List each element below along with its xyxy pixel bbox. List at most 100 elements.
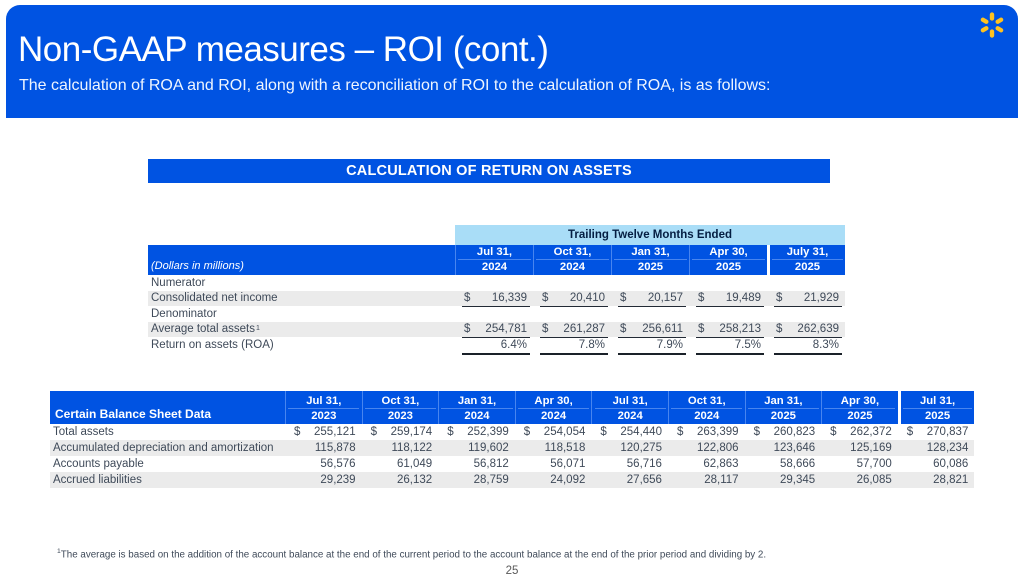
table-cell: 58,666 <box>745 456 822 472</box>
row-label: Numerator <box>151 276 206 289</box>
header-band: Non-GAAP measures – ROI (cont.) The calc… <box>6 5 1018 118</box>
currency-symbol: $ <box>294 426 301 438</box>
column-header: Jan 31, 2025 <box>611 245 689 275</box>
table-cell: $262,372 <box>821 424 898 440</box>
cell-value: 6.4% <box>500 338 527 351</box>
column-header-line1: Jan 31, <box>747 395 819 409</box>
cell-value: 61,049 <box>397 458 433 470</box>
ttm-group-header: Trailing Twelve Months Ended <box>455 225 845 245</box>
cell-value: 62,863 <box>703 458 739 470</box>
table-cell: 6.4% <box>455 337 533 355</box>
footnote-superscript: 1 <box>57 548 61 555</box>
table-cell: 29,239 <box>285 472 362 488</box>
cell-value: 255,121 <box>314 426 356 438</box>
table-cell: $270,837 <box>898 424 975 440</box>
table-cell: 119,602 <box>438 440 515 456</box>
currency-symbol: $ <box>523 426 531 438</box>
column-header-line1: Apr 30, <box>692 246 765 260</box>
table-cell: $252,399 <box>438 424 515 440</box>
table-cell: 118,518 <box>514 440 592 456</box>
cell-value: 29,345 <box>779 474 816 486</box>
table-cell: $254,054 <box>515 424 592 440</box>
column-header-line1: Jul 31, <box>594 395 666 409</box>
row-label: Denominator <box>151 307 217 320</box>
table-cell: $20,410 <box>533 290 611 307</box>
currency-symbol: $ <box>370 426 377 438</box>
table-cell: 56,716 <box>591 456 668 472</box>
column-header-line2: 2024 <box>464 410 490 422</box>
row-label: Accounts payable <box>53 458 144 470</box>
cell-value: 118,122 <box>391 442 433 454</box>
table-cell: $261,287 <box>533 321 611 338</box>
cell-value: 21,929 <box>803 292 839 305</box>
table-cell: 125,169 <box>821 440 898 456</box>
currency-symbol: $ <box>464 292 471 305</box>
cell-value: 20,157 <box>647 292 683 305</box>
column-header-line2: 2025 <box>770 410 796 422</box>
page-number: 25 <box>505 565 519 577</box>
cell-value: 26,132 <box>397 474 433 486</box>
table-cell: 61,049 <box>362 456 439 472</box>
cell-value: 118,518 <box>544 442 586 454</box>
table-cell: $258,213 <box>689 321 767 338</box>
table-cell <box>611 306 689 322</box>
currency-symbol: $ <box>776 292 783 305</box>
table-cell: 27,656 <box>591 472 668 488</box>
table-cell: 29,345 <box>744 472 822 488</box>
table-cell: $262,639 <box>767 321 845 338</box>
currency-symbol: $ <box>600 426 607 438</box>
currency-symbol: $ <box>447 426 454 438</box>
column-header-line1: Apr 30, <box>824 395 896 409</box>
table-cell <box>533 275 611 291</box>
column-header-line2: 2025 <box>715 261 742 273</box>
currency-symbol: $ <box>676 426 684 438</box>
currency-symbol: $ <box>620 292 627 305</box>
cell-value: 125,169 <box>850 442 892 454</box>
column-header-line1: Jul 31, <box>288 395 360 409</box>
table-cell: 7.9% <box>611 337 689 355</box>
table-cell: 56,812 <box>438 456 515 472</box>
column-header-line1: Jan 31, <box>614 246 687 260</box>
cell-value: 28,117 <box>704 474 739 486</box>
row-label: Accumulated depreciation and amortizatio… <box>50 440 285 456</box>
column-header: Jan 31, 2024 <box>438 391 515 424</box>
table-cell: $255,121 <box>285 424 362 440</box>
cell-value: 60,086 <box>933 458 969 470</box>
table-cell <box>689 275 767 291</box>
table-cell: 62,863 <box>668 456 745 472</box>
currency-symbol: $ <box>776 323 783 336</box>
table-cell: $260,823 <box>745 424 822 440</box>
column-header-line2: 2024 <box>541 410 567 422</box>
table-cell: 7.8% <box>533 337 611 355</box>
page-title: Non-GAAP measures – ROI (cont.) <box>18 30 549 69</box>
currency-symbol: $ <box>753 426 760 438</box>
cell-value: 252,399 <box>467 426 509 438</box>
page-subtitle: The calculation of ROA and ROI, along wi… <box>19 77 771 94</box>
table-cell <box>767 306 845 322</box>
column-header: Apr 30, 2025 <box>689 245 767 275</box>
cell-value: 254,054 <box>543 426 586 438</box>
cell-value: 256,611 <box>642 323 683 336</box>
cell-value: 270,837 <box>926 426 969 438</box>
column-header: Apr 30, 2025 <box>821 391 898 424</box>
table-cell: $263,399 <box>668 424 745 440</box>
table-cell: $256,611 <box>611 321 689 338</box>
table-cell: 56,576 <box>285 456 362 472</box>
table-cell: 28,821 <box>897 472 975 488</box>
roa-table: Trailing Twelve Months Ended (Dollars in … <box>148 225 845 355</box>
column-header-line2: 2025 <box>794 261 821 273</box>
cell-value: 254,440 <box>620 426 662 438</box>
cell-value: 123,646 <box>773 442 816 454</box>
cell-value: 28,759 <box>473 474 509 486</box>
table-cell: 24,092 <box>514 472 592 488</box>
cell-value: 56,812 <box>473 458 509 470</box>
row-label: Consolidated net income <box>148 290 455 306</box>
table-cell: $19,489 <box>689 290 767 307</box>
table-cell <box>455 306 533 322</box>
column-header-line2: 2024 <box>694 410 720 422</box>
table-cell: 120,275 <box>591 440 668 456</box>
cell-value: 119,602 <box>468 442 509 454</box>
cell-value: 57,700 <box>856 458 892 470</box>
column-header: Jul 31, 2024 <box>591 391 668 424</box>
footnote: 1The average is based on the addition of… <box>57 548 766 560</box>
